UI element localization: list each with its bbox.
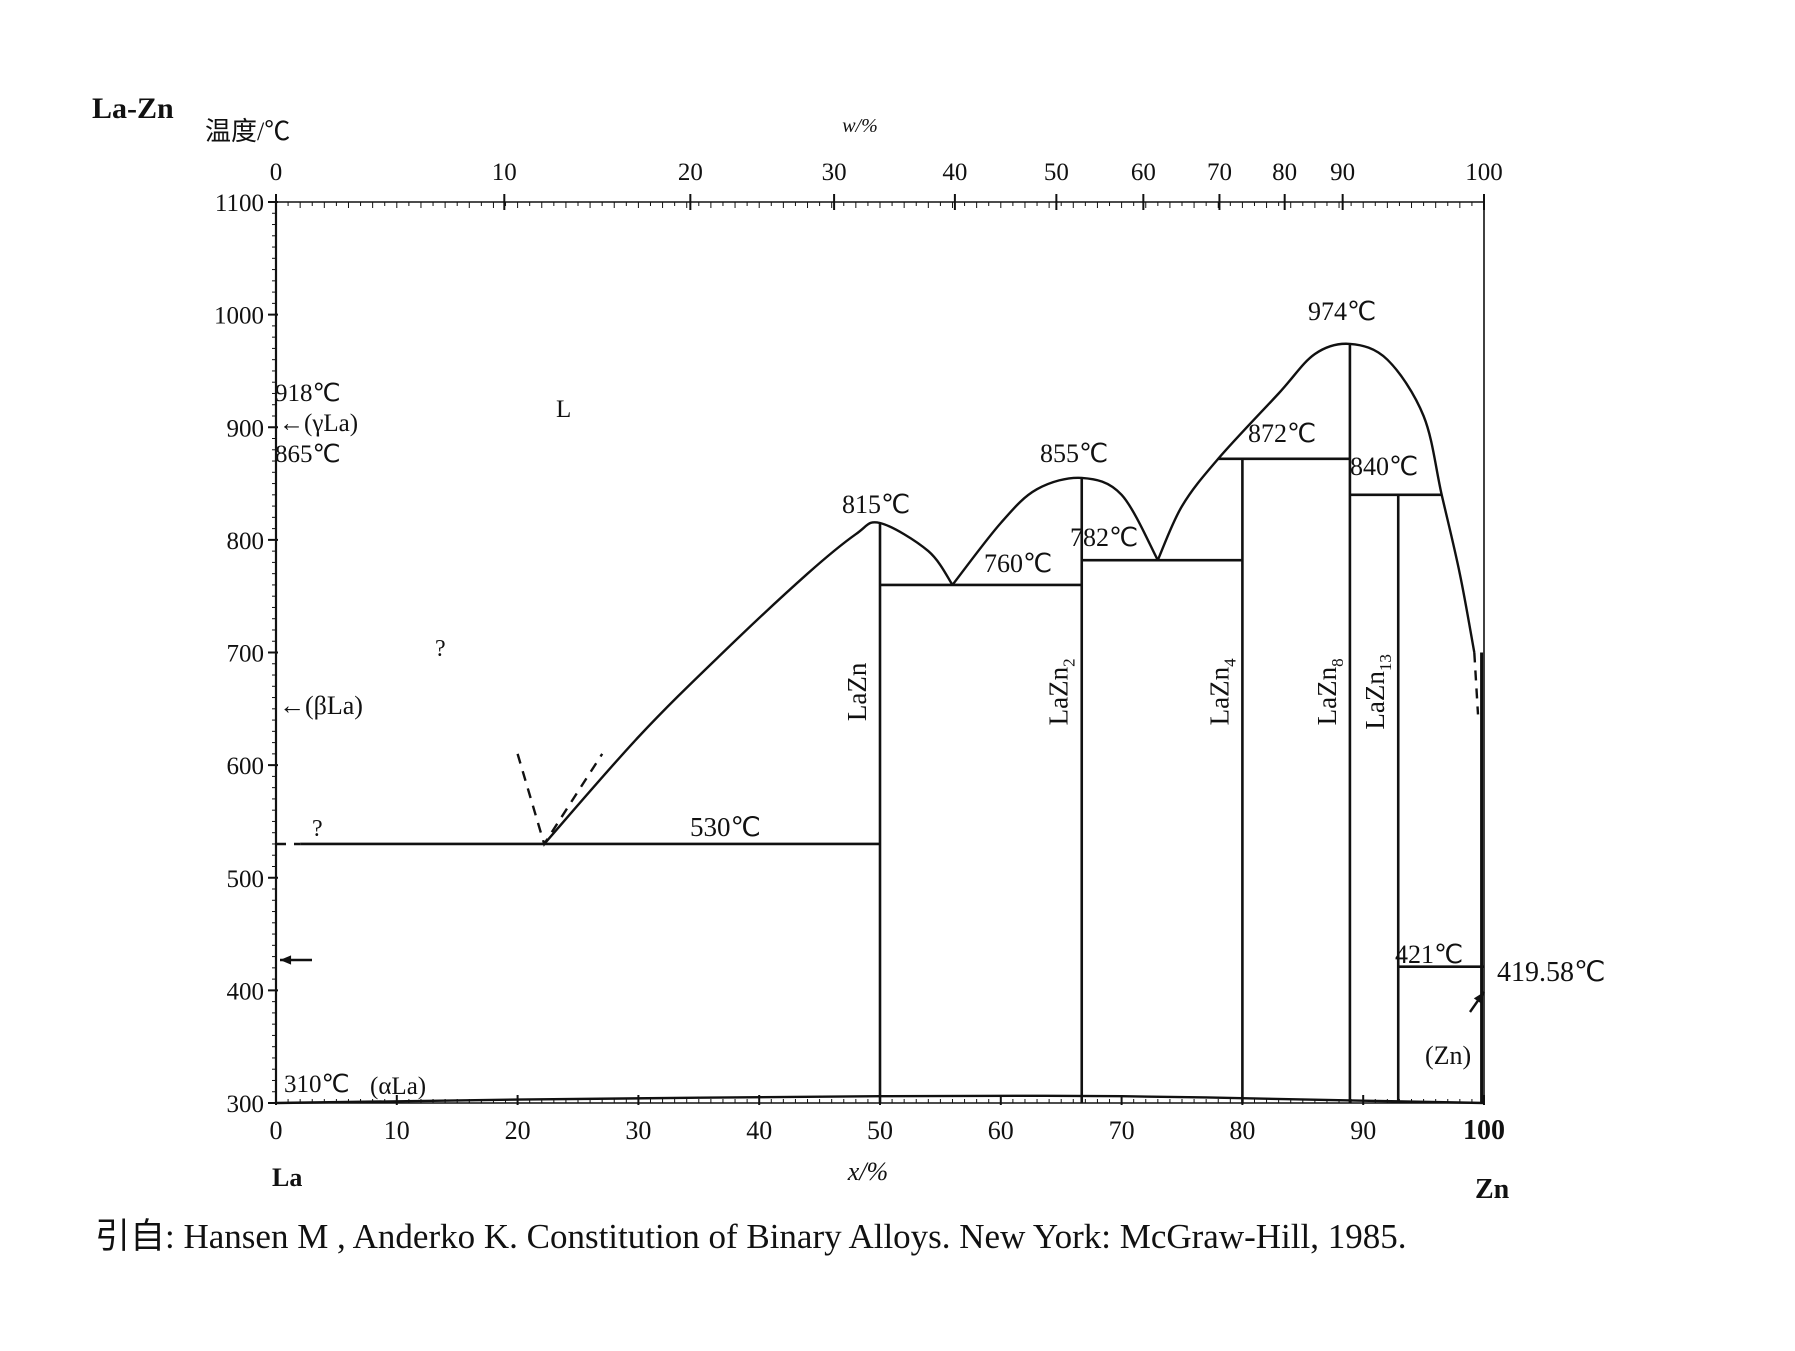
x-tick-label: 60 (988, 1116, 1014, 1145)
label-782: 782℃ (1070, 523, 1138, 552)
label-974: 974℃ (1308, 297, 1376, 326)
label-421: 421℃ (1395, 940, 1463, 969)
top-tick-label: 80 (1272, 159, 1297, 186)
label-760: 760℃ (984, 549, 1052, 578)
x-tick-label: 90 (1350, 1116, 1376, 1145)
y-tick-label: 1100 (215, 190, 264, 217)
label-liquid: L (556, 396, 571, 423)
x-tick-label: 10 (384, 1116, 410, 1145)
arrow-zn-head (1473, 992, 1484, 1004)
top-tick-label: 0 (270, 159, 283, 186)
liquidus-curve-1 (543, 521, 954, 845)
label-815: 815℃ (842, 490, 910, 519)
diagram-title: La-Zn (92, 92, 174, 125)
liquidus-curve-2 (951, 476, 1159, 586)
top-tick-label: 20 (678, 159, 703, 186)
top-tick-label: 30 (822, 159, 847, 186)
x-tick-label: 70 (1109, 1116, 1135, 1145)
x-tick-label: 40 (746, 1116, 772, 1145)
top-tick-label: 60 (1131, 159, 1156, 186)
x-tick-label: 80 (1229, 1116, 1255, 1145)
y-tick-label: 1000 (214, 303, 264, 330)
top-tick-label: 40 (942, 159, 967, 186)
compound-label-LaZn8: LaZn8 (1312, 658, 1347, 725)
y-tick-label: 500 (227, 866, 265, 893)
top-tick-label: 70 (1207, 159, 1232, 186)
y-tick-label: 700 (227, 641, 265, 668)
label-419-58: 419.58℃ (1497, 957, 1605, 988)
x-tick-label: 30 (625, 1116, 651, 1145)
label-840: 840℃ (1350, 452, 1418, 481)
label-beta-la: ←(βLa) (279, 691, 363, 720)
label-310: 310℃ (284, 1071, 350, 1098)
solid-solution-line (275, 1094, 1485, 1105)
dashed-boundary-1 (516, 753, 604, 847)
y-axis-title: 温度/℃ (205, 117, 290, 146)
element-la: La (272, 1163, 302, 1192)
label-865: 865℃ (275, 441, 341, 468)
x-axis-title: x/% (847, 1157, 888, 1186)
x-tick-label: 50 (867, 1116, 893, 1145)
x-tick-label: 20 (505, 1116, 531, 1145)
compound-label-LaZn13: LaZn13 (1360, 654, 1395, 729)
top-tick-label: 10 (492, 159, 517, 186)
y-tick-label: 400 (227, 978, 265, 1005)
compound-label-LaZn4: LaZn4 (1204, 658, 1239, 725)
y-tick-label: 300 (227, 1091, 265, 1118)
label-question-2: ? (312, 816, 323, 842)
top-tick-label: 90 (1330, 159, 1355, 186)
dashed-boundary-2 (1473, 652, 1480, 715)
label-question-1: ? (435, 636, 446, 662)
label-872: 872℃ (1248, 419, 1316, 448)
y-tick-label: 900 (227, 415, 265, 442)
arrow-alpha-la-head (280, 955, 292, 965)
x-tick-label: 100 (1463, 1115, 1505, 1146)
label-zn-phase: (Zn) (1425, 1041, 1471, 1070)
y-tick-label: 600 (227, 753, 265, 780)
liquidus-curve-3 (1156, 342, 1476, 653)
x-tick-label: 0 (270, 1116, 283, 1145)
citation-caption: 引自: Hansen M , Anderko K. Constitution o… (95, 1217, 1407, 1256)
label-gamma-la: ←(γLa) (279, 410, 358, 437)
label-530: 530℃ (690, 812, 761, 842)
compound-label-LaZn2: LaZn2 (1044, 658, 1079, 725)
label-855: 855℃ (1040, 439, 1108, 468)
label-alpha-la: (αLa) (370, 1073, 426, 1100)
y-tick-label: 800 (227, 528, 265, 555)
top-tick-label: 50 (1044, 159, 1069, 186)
compound-label-LaZn: LaZn (842, 662, 872, 721)
top-tick-label: 100 (1465, 159, 1503, 186)
element-zn: Zn (1475, 1174, 1510, 1205)
top-axis-title: w/% (842, 115, 878, 137)
label-918: 918℃ (275, 380, 341, 407)
